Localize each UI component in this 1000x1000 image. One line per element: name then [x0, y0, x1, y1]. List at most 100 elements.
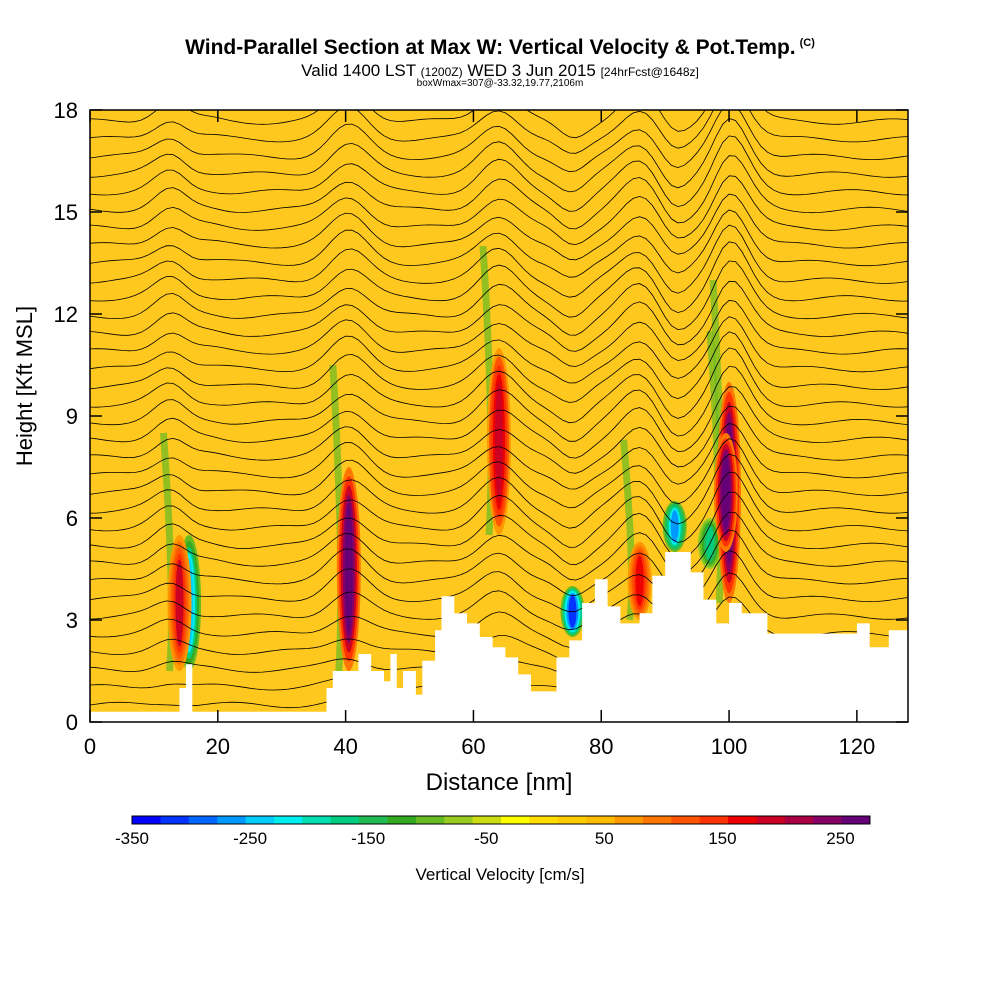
- box-info: boxWmax=307@-33.32,19.77,2106m: [416, 78, 584, 89]
- x-tick-label: 100: [711, 734, 748, 759]
- y-tick-label: 6: [66, 506, 78, 531]
- colorbar-swatch: [728, 816, 757, 824]
- updraft-core-3: [487, 348, 511, 535]
- y-tick-label: 3: [66, 608, 78, 633]
- colorbar-tick-label: 150: [708, 829, 736, 848]
- theta-contour: [90, 331, 908, 403]
- colorbar-tick-label: 250: [826, 829, 854, 848]
- chart-title-line: Wind-Parallel Section at Max W: Vertical…: [0, 36, 1000, 60]
- theta-contour: [90, 175, 908, 246]
- theta-contour: [90, 118, 908, 193]
- y-tick-label: 9: [66, 404, 78, 429]
- theta-contour: [90, 529, 908, 596]
- theta-contour: [90, 422, 908, 490]
- theta-contour: [90, 110, 908, 139]
- downdraft-core-3: [662, 501, 687, 552]
- terrain: [90, 552, 908, 722]
- colorbar: -350 -250 -150 -50 50 150 250 Vertical Velocity…: [115, 815, 871, 884]
- y-tick-label: 18: [54, 98, 78, 123]
- colorbar-swatch: [444, 816, 474, 824]
- axes: 0 20 40 60 80 100 120 0 3 6 9 12 15 18 Distance [nm] He…: [12, 98, 908, 796]
- valid-utc: (1200Z): [420, 65, 463, 79]
- theta-contour: [90, 110, 908, 173]
- colorbar-tick-label: -250: [233, 829, 267, 848]
- x-tick-label: 60: [461, 734, 485, 759]
- colorbar-tick-label: 50: [595, 829, 614, 848]
- theta-contour: [90, 155, 908, 230]
- y-axis-label: Height [Kft MSL]: [12, 306, 37, 466]
- theta-contour: [90, 347, 908, 424]
- colorbar-swatch: [841, 816, 871, 824]
- colorbar-swatch: [330, 816, 360, 824]
- valid-date: WED 3 Jun 2015: [467, 61, 596, 80]
- theta-contour: [90, 438, 908, 509]
- colorbar-tick-label: -350: [115, 829, 149, 848]
- theta-contour: [90, 241, 908, 318]
- colorbar-swatch: [359, 816, 388, 824]
- x-tick-label: 0: [84, 734, 96, 759]
- colorbar-swatch: [472, 816, 502, 824]
- theta-contour: [90, 491, 908, 566]
- colorbar-swatch: [614, 816, 644, 824]
- theta-contour: [90, 193, 908, 261]
- theta-contour: [90, 209, 908, 278]
- updraft-core-4: [627, 541, 652, 621]
- x-tick-label: 20: [206, 734, 230, 759]
- colorbar-swatch: [671, 816, 701, 824]
- colorbar-tick-label: -150: [351, 829, 385, 848]
- x-tick-label: 40: [333, 734, 357, 759]
- colorbar-swatch: [501, 816, 530, 824]
- colorbar-swatch: [217, 816, 247, 824]
- colorbar-swatch: [188, 816, 218, 824]
- colorbar-label: Vertical Velocity [cm/s]: [415, 865, 584, 884]
- y-tick-label: 12: [54, 302, 78, 327]
- updraft-core-1: [167, 535, 192, 671]
- theta-contour: [90, 299, 908, 367]
- valid-prefix: Valid 1400 LST: [301, 61, 416, 80]
- theta-contour: [90, 224, 908, 298]
- theta-contour: [90, 386, 908, 459]
- y-tick-label: 15: [54, 200, 78, 225]
- theta-contour: [90, 365, 908, 442]
- theta-contour: [90, 405, 908, 474]
- updraft-core-band: [175, 559, 184, 647]
- theta-contour: [90, 453, 908, 529]
- y-tick-label: 0: [66, 710, 78, 735]
- colorbar-swatch: [699, 816, 729, 824]
- colorbar-swatch: [245, 816, 275, 824]
- x-axis-label: Distance [nm]: [426, 769, 573, 796]
- chart-title: Wind-Parallel Section at Max W: Vertical…: [185, 36, 796, 59]
- x-tick-label: 80: [589, 734, 613, 759]
- colorbar-tick-label: -50: [474, 829, 499, 848]
- downdraft-core-band: [670, 510, 679, 543]
- colorbar-swatch: [586, 816, 616, 824]
- theta-contour: [90, 316, 908, 384]
- theta-contour: [90, 260, 908, 336]
- updraft-core-6: [713, 433, 738, 552]
- terrain-mask: [90, 552, 908, 722]
- theta-contours: [90, 110, 908, 709]
- colorbar-swatch: [415, 816, 445, 824]
- copyright-mark: (C): [799, 37, 815, 49]
- updraft-core-band: [495, 381, 503, 502]
- theta-contour: [90, 596, 908, 648]
- colorbar-swatch: [557, 816, 587, 824]
- valid-time-line: Valid 1400 LST (1200Z) WED 3 Jun 2015 [2…: [0, 61, 1000, 81]
- colorbar-swatch: [273, 816, 303, 824]
- forecast-info: [24hrFcst@1648z]: [600, 65, 699, 79]
- colorbar-frame: [131, 815, 871, 825]
- theta-contour: [90, 550, 908, 613]
- theta-contour: [90, 471, 908, 548]
- colorbar-swatch: [160, 816, 190, 824]
- colorbar-swatch: [813, 816, 843, 824]
- velocity-field: [90, 110, 908, 722]
- theta-contour: [90, 280, 908, 352]
- theta-contour: [90, 511, 908, 581]
- colorbar-swatch: [642, 816, 672, 824]
- x-tick-label: 120: [839, 734, 876, 759]
- colorbar-swatch: [784, 816, 814, 824]
- colorbar-swatch: [529, 816, 559, 824]
- updraft-core-band: [635, 555, 644, 606]
